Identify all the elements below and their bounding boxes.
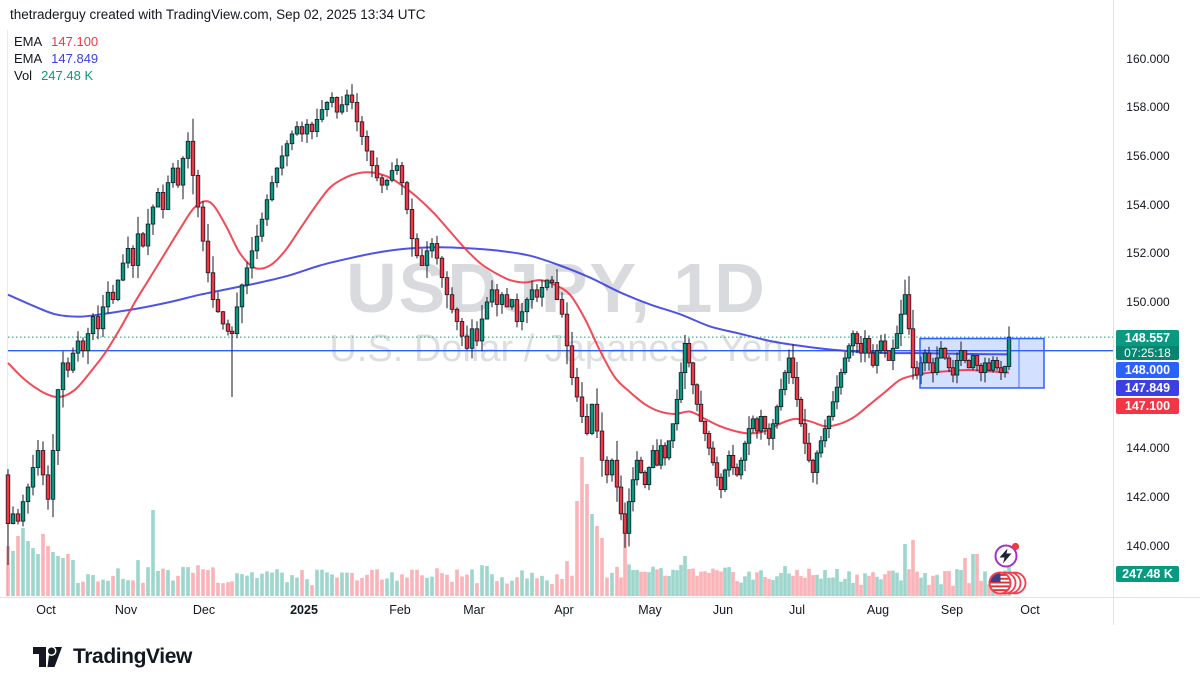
last-price-value: 148.557 [1124, 331, 1171, 345]
legend-row-ema-fast[interactable]: EMA 147.100 [14, 33, 98, 50]
price-tick-156.000: 156.000 [1126, 148, 1170, 163]
price-tick-158.000: 158.000 [1126, 100, 1170, 115]
ema-slow-label: EMA [14, 51, 43, 66]
price-tick-152.000: 152.000 [1126, 246, 1170, 261]
time-tick-Aug: Aug [866, 603, 890, 617]
price-tick-154.000: 154.000 [1126, 197, 1170, 212]
price-tick-160.000: 160.000 [1126, 51, 1170, 66]
hline-price-label: 148.000 [1116, 361, 1179, 378]
time-tick-May: May [638, 603, 662, 617]
us-flag-icon [989, 572, 1011, 594]
volume-value: 247.48 K [41, 68, 94, 83]
attribution-text: thetraderguy created with TradingView.co… [10, 7, 426, 22]
ema-slow-value: 147.849 [51, 51, 99, 66]
tradingview-logo-icon [33, 646, 62, 667]
time-tick-Mar: Mar [463, 603, 485, 617]
time-tick-Oct: Oct [36, 603, 56, 617]
candles [5, 84, 1012, 565]
range-box-border [919, 337, 1045, 389]
time-tick-2025: 2025 [290, 603, 318, 617]
notification-dot [1011, 542, 1020, 551]
time-tick-Nov: Nov [114, 603, 138, 617]
legend-row-volume[interactable]: Vol 247.48 K [14, 67, 98, 84]
pane-left-edge [7, 30, 8, 597]
price-tick-144.000: 144.000 [1126, 441, 1170, 456]
volume-bars [6, 457, 1011, 596]
time-tick-Jul: Jul [789, 603, 805, 617]
time-axis-separator [0, 597, 1200, 598]
legend-row-ema-slow[interactable]: EMA 147.849 [14, 50, 98, 67]
price-tick-150.000: 150.000 [1126, 295, 1170, 309]
economic-event-icon[interactable] [994, 542, 1020, 568]
time-tick-Oct: Oct [1020, 603, 1040, 617]
us-flag-events-icon[interactable] [988, 571, 1027, 595]
time-tick-Dec: Dec [192, 603, 216, 617]
ema-fast-line [7, 171, 1010, 435]
price-tick-140.000: 140.000 [1126, 538, 1170, 553]
volume-axis-label: 247.48 K [1116, 566, 1179, 582]
time-tick-Feb: Feb [389, 603, 411, 617]
lightning-bolt-icon [999, 548, 1012, 564]
event-markers [988, 542, 1027, 595]
indicator-legend: EMA 147.100 EMA 147.849 Vol 247.48 K [14, 33, 98, 84]
tradingview-logo[interactable]: TradingView [33, 645, 192, 669]
time-tick-Sep: Sep [940, 603, 964, 617]
last-price-label: 148.557 07:25:18 [1116, 330, 1179, 360]
ema-slow-price-label: 147.849 [1116, 379, 1179, 396]
price-tick-142.000: 142.000 [1126, 489, 1170, 504]
bar-countdown: 07:25:18 [1116, 346, 1179, 360]
price-axis-separator [1113, 0, 1114, 625]
volume-label: Vol [14, 68, 33, 83]
ema-slow-line [7, 246, 1010, 356]
ema-fast-label: EMA [14, 34, 43, 49]
tradingview-logo-text: TradingView [73, 645, 192, 668]
ema-fast-price-label: 147.100 [1116, 397, 1179, 414]
ema-fast-value: 147.100 [51, 34, 99, 49]
time-tick-Apr: Apr [554, 603, 574, 617]
time-tick-Jun: Jun [712, 603, 734, 617]
